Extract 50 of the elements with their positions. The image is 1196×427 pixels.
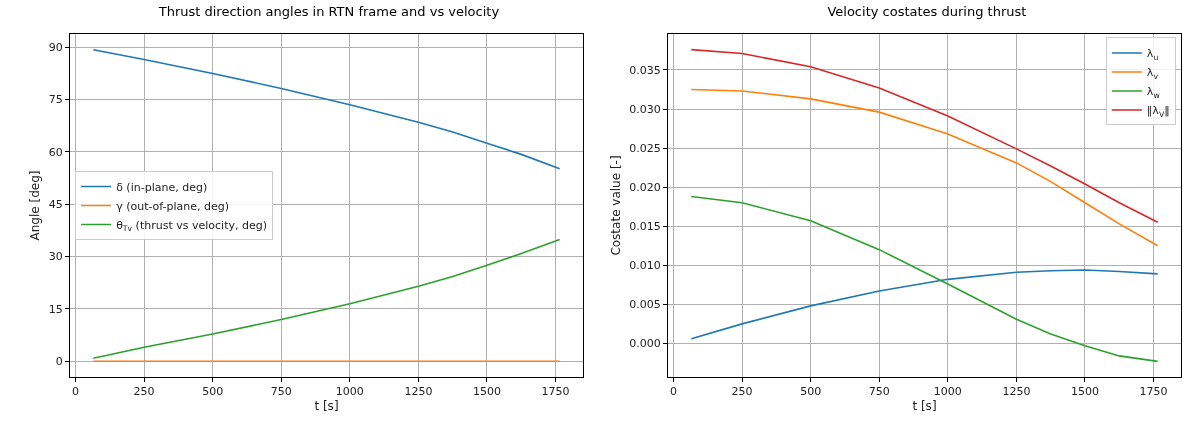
y-tick-label: 0.035	[629, 63, 661, 77]
line-series	[690, 48, 1159, 224]
legend-label: λ$_{w}$	[1146, 85, 1160, 100]
x-tick-label: 1000	[933, 385, 962, 399]
x-axis-title: t [s]	[912, 399, 937, 414]
y-tick-label: 90	[48, 41, 63, 55]
x-tick-label: 1500	[1070, 385, 1099, 399]
y-axis-title: Costate value [-]	[608, 155, 623, 256]
x-tick-label: 1500	[472, 385, 501, 399]
y-axis-title: Angle [deg]	[28, 170, 43, 241]
chart-title: Velocity costates during thrust	[827, 3, 1027, 19]
x-tick-label: 250	[731, 385, 753, 399]
line-series	[690, 195, 1159, 363]
y-tick-label: 30	[48, 250, 63, 264]
x-axis-title: t [s]	[314, 399, 339, 414]
y-tick-label: 0.005	[629, 298, 661, 312]
legend-label: γ (out-of-plane, deg)	[116, 199, 230, 213]
line-series	[92, 48, 561, 170]
y-tick-label: 0.015	[629, 220, 661, 234]
x-tick-label: 1750	[541, 385, 570, 399]
x-tick-label: 1000	[335, 385, 364, 399]
y-tick-label: 0.025	[629, 141, 661, 155]
x-tick-label: 0	[71, 385, 79, 399]
x-tick-label: 500	[800, 385, 822, 399]
x-tick-label: 250	[133, 385, 155, 399]
x-tick-label: 500	[202, 385, 224, 399]
x-tick-label: 750	[868, 385, 890, 399]
legend-label: θ$_{Tv}$ (thrust vs velocity, deg)	[116, 218, 267, 234]
legend-label: ‖λ$_{V}$‖	[1146, 104, 1170, 119]
y-tick-label: 45	[48, 198, 63, 212]
y-tick-label: 15	[48, 302, 63, 316]
y-tick-label: 0.020	[629, 180, 661, 194]
legend-label: λ$_{u}$	[1146, 47, 1159, 62]
line-series	[92, 238, 561, 359]
x-tick-label: 1750	[1139, 385, 1168, 399]
y-tick-label: 60	[48, 145, 63, 159]
x-tick-label: 0	[669, 385, 677, 399]
y-tick-label: 0.000	[629, 337, 661, 351]
legend-label: λ$_{v}$	[1146, 66, 1159, 81]
x-tick-label: 750	[270, 385, 292, 399]
line-series	[690, 88, 1159, 247]
x-tick-label: 1250	[404, 385, 433, 399]
y-tick-label: 0.030	[629, 102, 661, 116]
line-series	[690, 269, 1159, 340]
legend-label: δ (in-plane, deg)	[116, 180, 208, 194]
y-tick-label: 75	[48, 93, 63, 107]
y-tick-label: 0	[55, 355, 63, 369]
x-tick-label: 1250	[1002, 385, 1031, 399]
y-tick-label: 0.010	[629, 259, 661, 273]
chart-title: Thrust direction angles in RTN frame and vs velocity	[157, 3, 500, 19]
